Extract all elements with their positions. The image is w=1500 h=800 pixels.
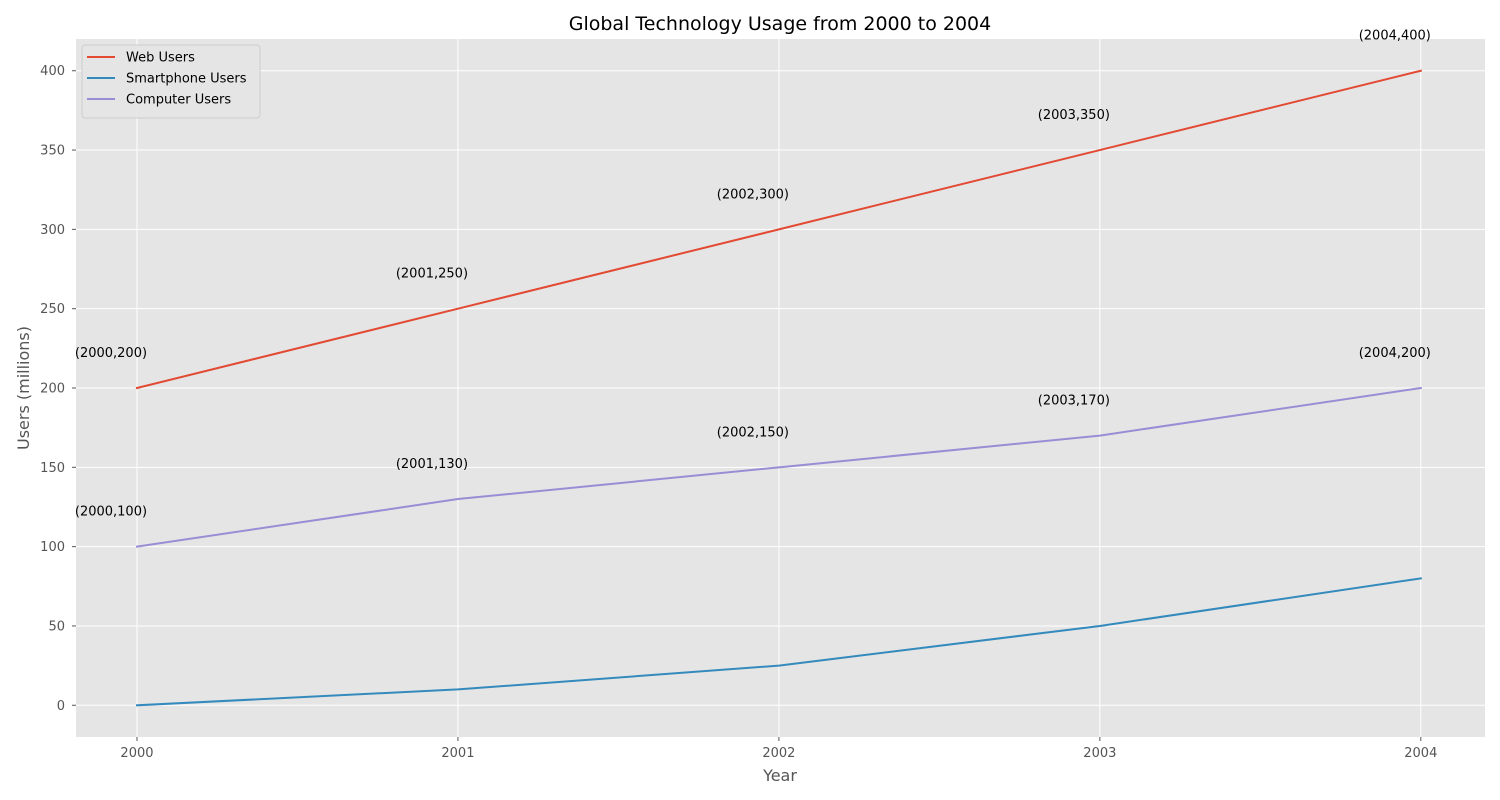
data-label: (2002,150) xyxy=(717,425,789,440)
legend-label: Smartphone Users xyxy=(126,72,247,87)
legend: Web Users Smartphone Users Computer Users xyxy=(81,44,261,119)
series-lines xyxy=(135,69,1423,707)
data-label: (2003,170) xyxy=(1038,394,1110,409)
legend-box xyxy=(81,44,261,119)
y-tick-label: 150 xyxy=(40,461,65,476)
data-label: (2003,350) xyxy=(1038,108,1110,123)
data-label: (2002,300) xyxy=(717,187,789,202)
data-label: (2000,100) xyxy=(75,505,147,520)
data-label: (2004,400) xyxy=(1359,29,1431,44)
series-line xyxy=(135,69,1423,390)
x-tick-label: 2004 xyxy=(1404,746,1437,761)
y-axis-label: Users (millions) xyxy=(14,326,33,450)
y-tick-label: 350 xyxy=(40,144,65,159)
data-label: (2001,250) xyxy=(396,267,468,282)
series-line xyxy=(135,386,1422,548)
y-tick-label: 300 xyxy=(40,223,65,238)
y-tick-label: 250 xyxy=(40,302,65,317)
x-tick-label: 2000 xyxy=(120,746,153,761)
chart-title: Global Technology Usage from 2000 to 200… xyxy=(569,13,991,35)
y-tick-label: 400 xyxy=(40,64,65,79)
y-tick-label: 200 xyxy=(40,382,65,397)
x-tick-label: 2003 xyxy=(1083,746,1116,761)
data-label: (2004,200) xyxy=(1359,346,1431,361)
y-tick-label: 0 xyxy=(57,699,65,714)
series-line xyxy=(135,577,1422,707)
x-axis-label: Year xyxy=(762,766,797,785)
y-tick-label: 50 xyxy=(48,619,65,634)
legend-label: Web Users xyxy=(126,51,195,66)
data-label: (2001,130) xyxy=(396,457,468,472)
tick-labels: 0 50 100 150 200 250 300 350 400 2000 2001 2002 2003… xyxy=(40,64,1437,761)
data-label: (2000,200) xyxy=(75,346,147,361)
data-labels: (2000,200) (2001,250) (2002,300) (2003,350)… xyxy=(75,29,1431,520)
y-tick-label: 100 xyxy=(40,540,65,555)
x-tick-label: 2001 xyxy=(441,746,474,761)
x-tick-label: 2002 xyxy=(762,746,795,761)
legend-label: Computer Users xyxy=(126,93,231,108)
